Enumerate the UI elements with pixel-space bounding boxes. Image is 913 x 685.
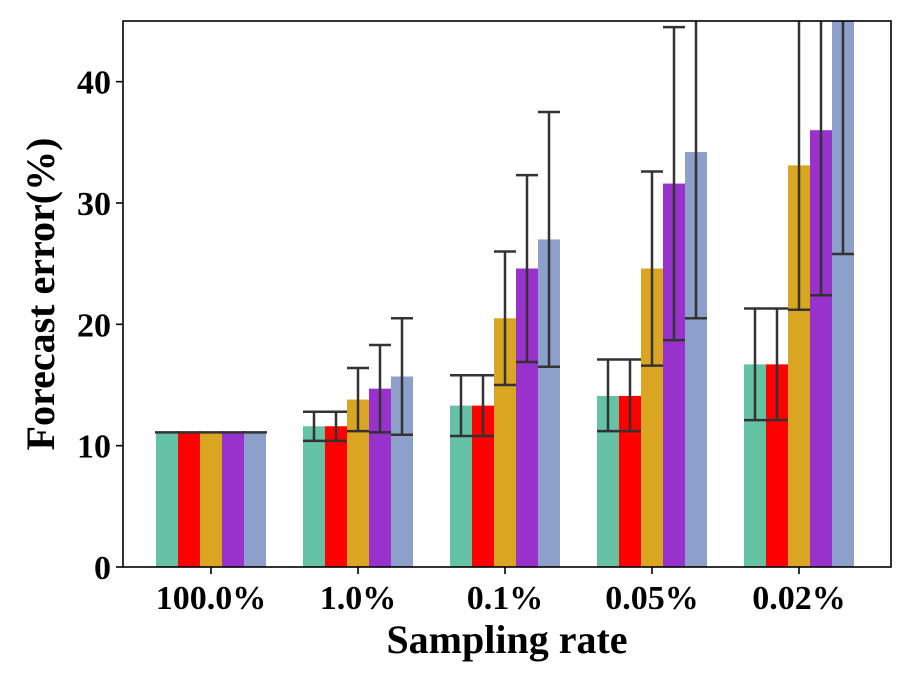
bar-s1-4 bbox=[744, 364, 766, 567]
y-axis-title: Forecast error(%) bbox=[18, 138, 63, 451]
y-axis: 0 10 20 30 40 bbox=[77, 65, 123, 587]
x-tick-label: 0.05% bbox=[605, 580, 699, 617]
bar-s2-3 bbox=[619, 395, 641, 567]
bar-s1-3 bbox=[597, 395, 619, 567]
bar-s3-0 bbox=[200, 432, 222, 567]
bar-s4-0 bbox=[222, 432, 244, 567]
bar-s2-1 bbox=[325, 426, 347, 567]
y-tick-label: 20 bbox=[77, 307, 111, 344]
plot-frame bbox=[122, 20, 892, 568]
bar-s5-3 bbox=[685, 152, 707, 567]
y-tick-label: 0 bbox=[94, 550, 111, 587]
bar-s2-0 bbox=[178, 432, 200, 567]
errorbars-layer bbox=[155, 21, 854, 443]
bars-layer bbox=[156, 21, 854, 567]
x-axis-title: Sampling rate bbox=[386, 617, 627, 662]
bar-s1-0 bbox=[156, 432, 178, 567]
bar-s3-2 bbox=[494, 318, 516, 567]
bar-s4-3 bbox=[663, 183, 685, 567]
bar-s2-4 bbox=[766, 364, 788, 567]
bar-s5-0 bbox=[244, 432, 266, 567]
x-tick-label: 0.02% bbox=[752, 580, 846, 617]
bar-s2-2 bbox=[472, 405, 494, 567]
bar-s3-3 bbox=[641, 268, 663, 567]
y-tick-label: 10 bbox=[77, 429, 111, 466]
x-axis: 100.0% 1.0% 0.1% 0.05% 0.02% bbox=[156, 567, 846, 617]
bar-s1-1 bbox=[303, 426, 325, 567]
bar-s4-2 bbox=[516, 268, 538, 567]
bar-s3-1 bbox=[347, 399, 369, 567]
bar-s1-2 bbox=[450, 405, 472, 567]
x-tick-label: 100.0% bbox=[156, 580, 267, 617]
bar-s3-4 bbox=[788, 165, 810, 567]
bar-s5-2 bbox=[538, 239, 560, 567]
bar-s4-4 bbox=[810, 130, 832, 567]
bar-s5-1 bbox=[391, 376, 413, 567]
y-tick-label: 30 bbox=[77, 186, 111, 223]
x-tick-label: 0.1% bbox=[467, 580, 544, 617]
bar-s5-4 bbox=[832, 21, 854, 567]
x-tick-label: 1.0% bbox=[320, 580, 397, 617]
y-tick-label: 40 bbox=[77, 65, 111, 102]
